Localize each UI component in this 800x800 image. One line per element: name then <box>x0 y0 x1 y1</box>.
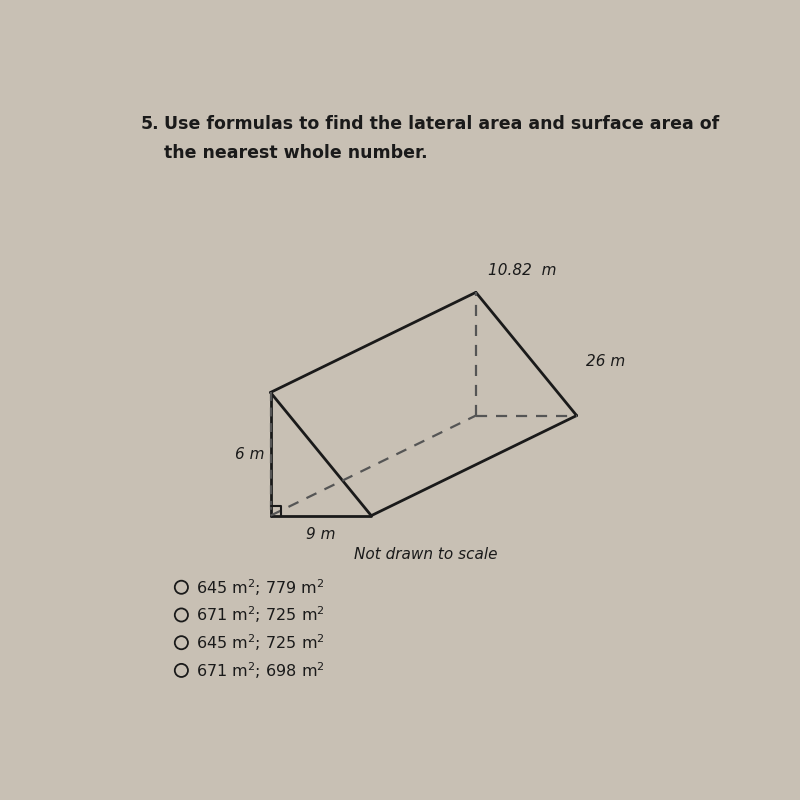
Text: 645 m$^2$; 779 m$^2$: 645 m$^2$; 779 m$^2$ <box>196 577 325 598</box>
Text: 671 m$^2$; 698 m$^2$: 671 m$^2$; 698 m$^2$ <box>196 660 325 681</box>
Text: 26 m: 26 m <box>586 354 625 369</box>
Text: Not drawn to scale: Not drawn to scale <box>354 546 498 562</box>
Text: the nearest whole number.: the nearest whole number. <box>163 144 427 162</box>
Text: 10.82  m: 10.82 m <box>487 263 556 278</box>
Text: 671 m$^2$; 725 m$^2$: 671 m$^2$; 725 m$^2$ <box>196 605 325 626</box>
Text: Use formulas to find the lateral area and surface area of: Use formulas to find the lateral area an… <box>163 115 718 134</box>
Text: 9 m: 9 m <box>306 527 336 542</box>
Text: 6 m: 6 m <box>235 446 264 462</box>
Text: 5.: 5. <box>140 115 159 134</box>
Text: 645 m$^2$; 725 m$^2$: 645 m$^2$; 725 m$^2$ <box>196 632 325 653</box>
